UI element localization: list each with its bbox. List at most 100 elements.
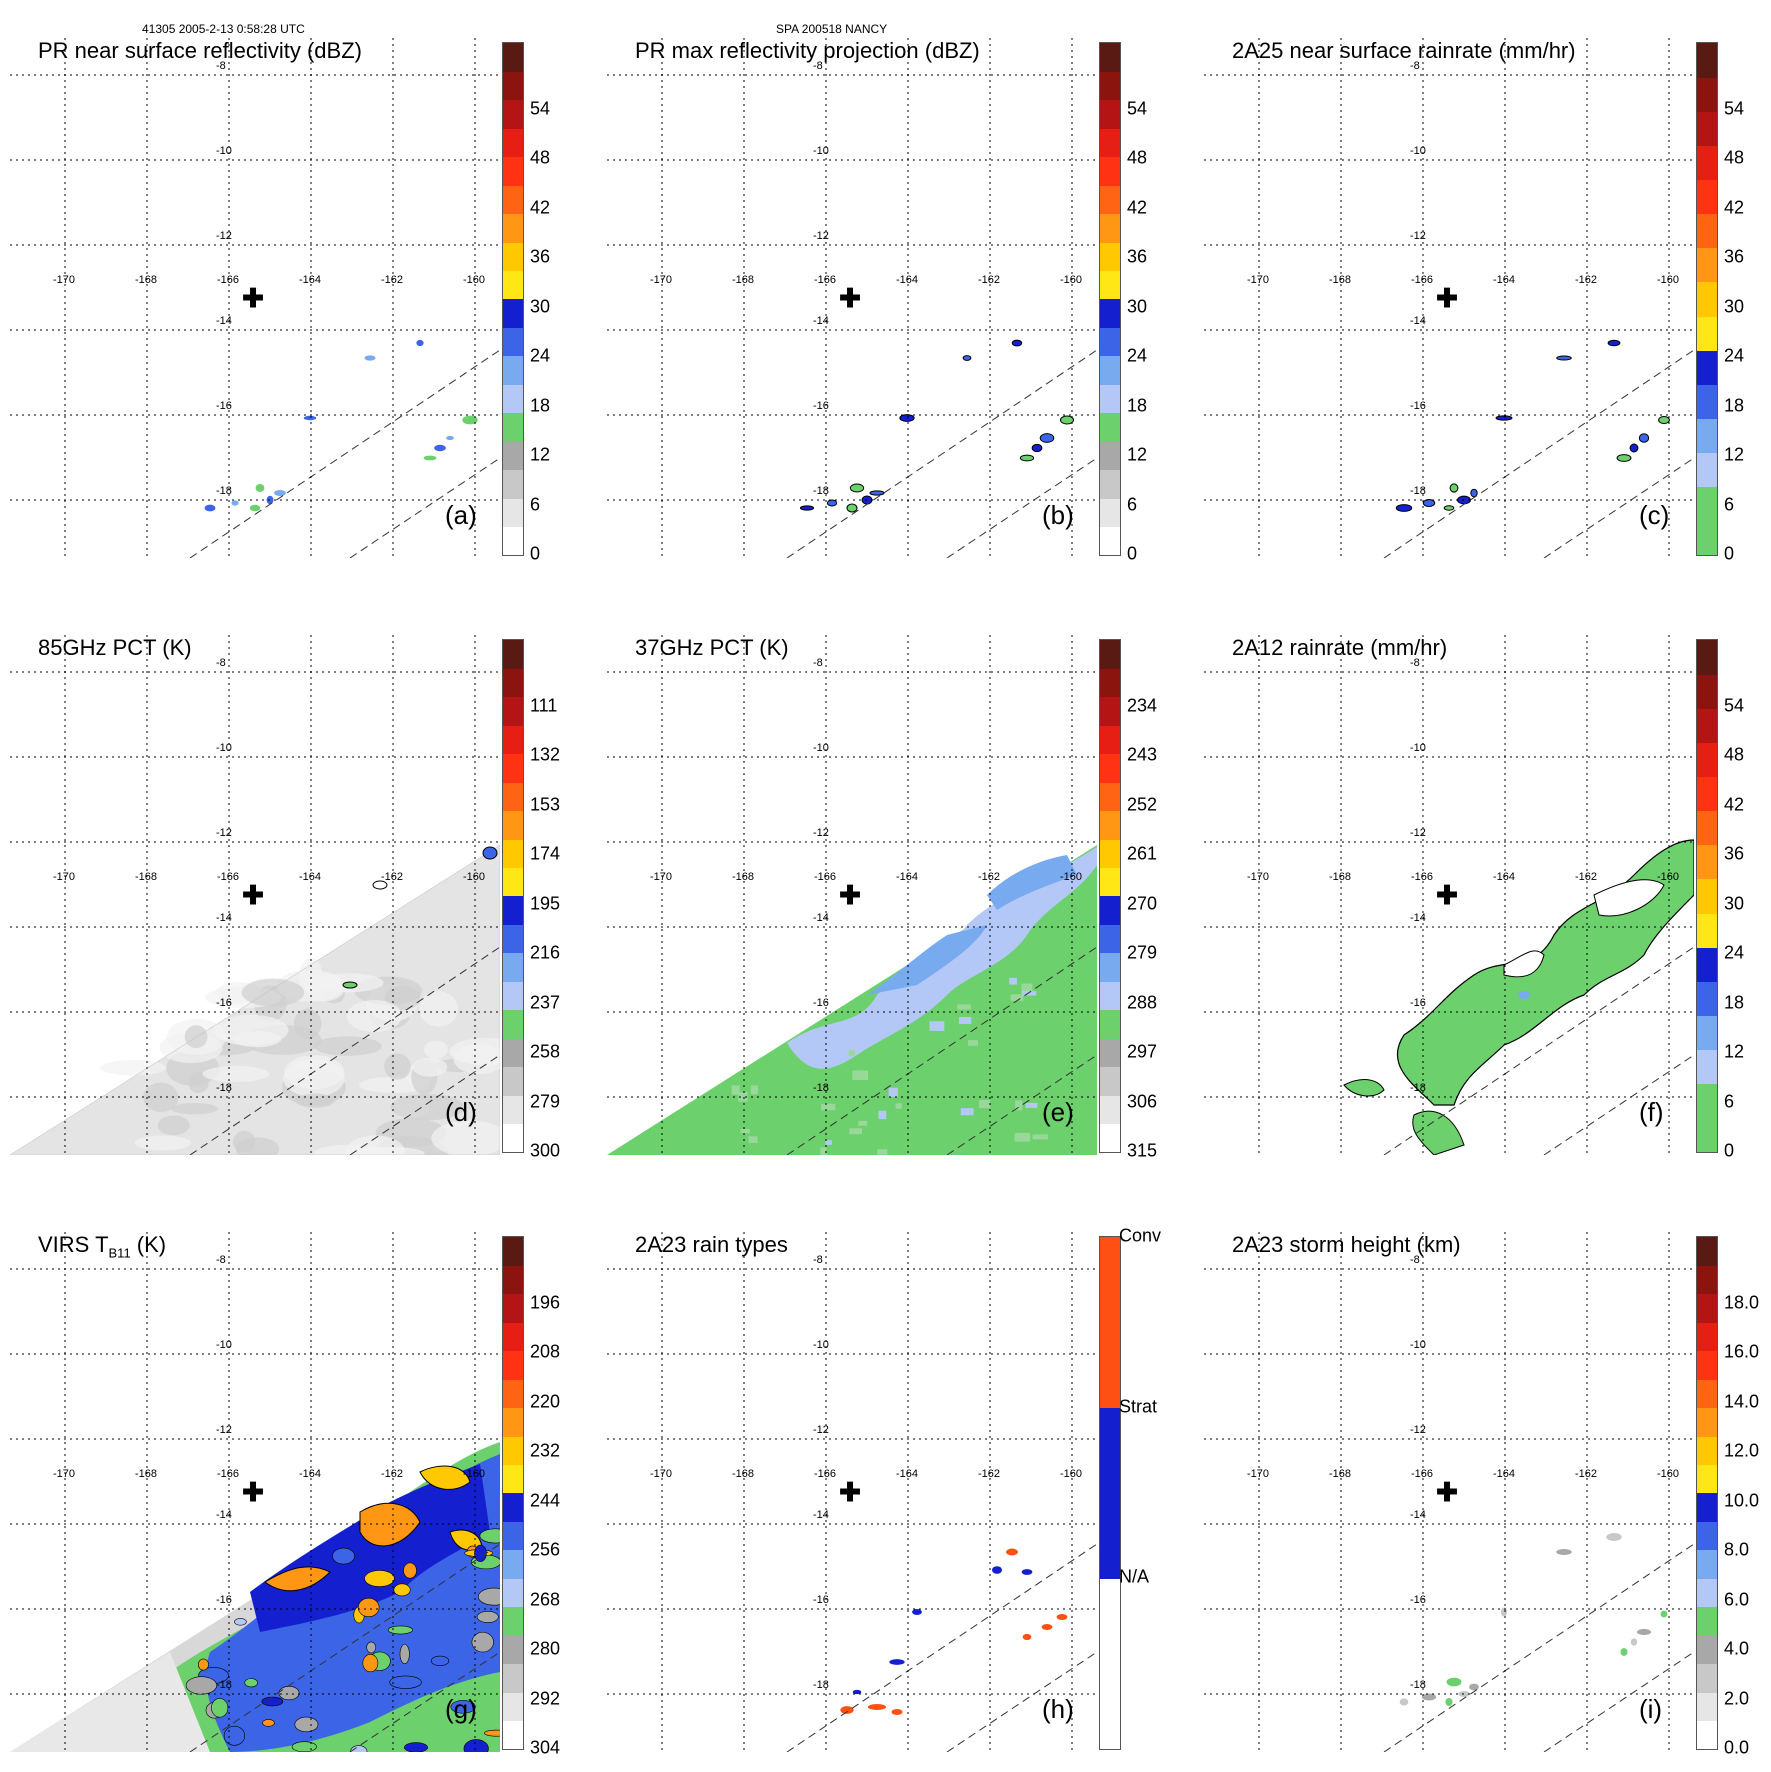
- colorbar-segment: [1697, 521, 1717, 556]
- lat-label: -16: [813, 1594, 829, 1606]
- panel-title: 2A12 rainrate (mm/hr): [1232, 635, 1447, 661]
- lat-label: -14: [1410, 315, 1426, 327]
- lat-label: -12: [216, 1424, 232, 1436]
- colorbar-segment: [1100, 782, 1120, 811]
- lat-label: -10: [813, 145, 829, 157]
- colorbar-tick-label: 300: [530, 1141, 560, 1162]
- colorbar-segment: [503, 1521, 523, 1550]
- colorbar-tick-label: 153: [530, 794, 560, 815]
- panel-letter: (f): [1639, 1097, 1664, 1128]
- lon-label: -168: [135, 1468, 157, 1480]
- colorbar-tick-label: 237: [530, 992, 560, 1013]
- colorbar-tick-label: 18: [530, 395, 550, 416]
- panel-title-text: 2A25 near surface rainrate (mm/hr): [1232, 38, 1576, 63]
- lon-label: -168: [1329, 1468, 1351, 1480]
- colorbar-tick-label: 24: [1127, 346, 1147, 367]
- lon-label: -160: [463, 871, 485, 883]
- lon-label: -160: [1060, 274, 1082, 286]
- colorbar-segment: [1100, 1124, 1120, 1153]
- colorbar-category-label: Conv: [1119, 1226, 1161, 1247]
- colorbar-segment: [1100, 1095, 1120, 1124]
- lon-label: -170: [1247, 871, 1269, 883]
- cross-icon: ✚: [839, 285, 861, 311]
- colorbar-segment: [1697, 1118, 1717, 1153]
- colorbar: [1099, 1236, 1121, 1750]
- colorbar-tick-label: 297: [1127, 1042, 1157, 1063]
- colorbar-segment: [1100, 953, 1120, 982]
- colorbar-segment: [1697, 1322, 1717, 1351]
- panel-f: -8-10-12-14-16-18-170-168-166-164-162-16…: [1204, 635, 1704, 1175]
- lat-label: -12: [216, 230, 232, 242]
- panel-title: 85GHz PCT (K): [38, 635, 192, 661]
- colorbar-tick-label: 48: [1127, 148, 1147, 169]
- panel-letter: (g): [445, 1694, 477, 1725]
- colorbar-segment: [1100, 868, 1120, 897]
- lat-label: -18: [1410, 485, 1426, 497]
- colorbar-tick-label: 244: [530, 1490, 560, 1511]
- lon-label: -168: [1329, 274, 1351, 286]
- colorbar-tick-label: 304: [530, 1738, 560, 1759]
- colorbar-segment: [1697, 1578, 1717, 1607]
- colorbar-tick-label: 48: [530, 148, 550, 169]
- lat-label: -18: [216, 485, 232, 497]
- colorbar-segment: [503, 157, 523, 186]
- lat-label: -16: [216, 1594, 232, 1606]
- panel-title-text: 37GHz PCT (K): [635, 635, 789, 660]
- lon-label: -168: [1329, 871, 1351, 883]
- colorbar-segment: [1100, 299, 1120, 328]
- colorbar-segment: [1697, 777, 1717, 812]
- colorbar-tick-label: 0: [1724, 1141, 1734, 1162]
- colorbar-segment: [503, 1408, 523, 1437]
- lon-label: -166: [217, 1468, 239, 1480]
- colorbar-tick-label: 220: [530, 1391, 560, 1412]
- panel-title-text: PR max reflectivity projection (dBZ): [635, 38, 980, 63]
- colorbar: [1696, 42, 1718, 556]
- colorbar-tick-label: 12: [1724, 1042, 1744, 1063]
- lon-label: -162: [1575, 1468, 1597, 1480]
- colorbar-segment: [1100, 668, 1120, 697]
- lon-label: -164: [299, 274, 321, 286]
- colorbar-tick-label: 42: [530, 197, 550, 218]
- lon-label: -164: [299, 1468, 321, 1480]
- colorbar-tick-label: 12: [1127, 445, 1147, 466]
- cross-icon: ✚: [242, 285, 264, 311]
- colorbar-segment: [1697, 1084, 1717, 1119]
- colorbar-segment: [1100, 1578, 1120, 1749]
- lat-label: -12: [1410, 827, 1426, 839]
- panel-title-suffix: (K): [131, 1232, 166, 1257]
- colorbar-segment: [503, 1237, 523, 1266]
- lon-label: -160: [1657, 871, 1679, 883]
- colorbar-segment: [1697, 1607, 1717, 1636]
- colorbar-category-label: Strat: [1119, 1396, 1157, 1417]
- colorbar-tick-label: 30: [1127, 296, 1147, 317]
- colorbar-segment: [1100, 1010, 1120, 1039]
- panel-letter: (d): [445, 1097, 477, 1128]
- colorbar-tick-label: 279: [530, 1091, 560, 1112]
- colorbar-segment: [503, 71, 523, 100]
- colorbar-segment: [503, 1038, 523, 1067]
- colorbar-segment: [503, 1465, 523, 1494]
- colorbar-segment: [503, 384, 523, 413]
- colorbar-segment: [1697, 981, 1717, 1016]
- colorbar-segment: [503, 953, 523, 982]
- colorbar-segment: [503, 868, 523, 897]
- colorbar-segment: [503, 413, 523, 442]
- colorbar-segment: [1100, 214, 1120, 243]
- colorbar-segment: [1697, 77, 1717, 112]
- colorbar-tick-label: 306: [1127, 1091, 1157, 1112]
- colorbar-segment: [503, 1124, 523, 1153]
- colorbar-segment: [1100, 697, 1120, 726]
- colorbar-tick-label: 30: [530, 296, 550, 317]
- colorbar-segment: [503, 811, 523, 840]
- colorbar-tick-label: 258: [530, 1042, 560, 1063]
- panel-b: -8-10-12-14-16-18-170-168-166-164-162-16…: [607, 38, 1107, 578]
- colorbar-tick-label: 16.0: [1724, 1342, 1759, 1363]
- lon-label: -170: [53, 871, 75, 883]
- colorbar-segment: [503, 924, 523, 953]
- colorbar-segment: [1697, 1465, 1717, 1494]
- panel-c: -8-10-12-14-16-18-170-168-166-164-162-16…: [1204, 38, 1704, 578]
- colorbar-tick-label: 42: [1724, 197, 1744, 218]
- lon-label: -170: [1247, 1468, 1269, 1480]
- colorbar-tick-label: 10.0: [1724, 1490, 1759, 1511]
- colorbar-segment: [1100, 441, 1120, 470]
